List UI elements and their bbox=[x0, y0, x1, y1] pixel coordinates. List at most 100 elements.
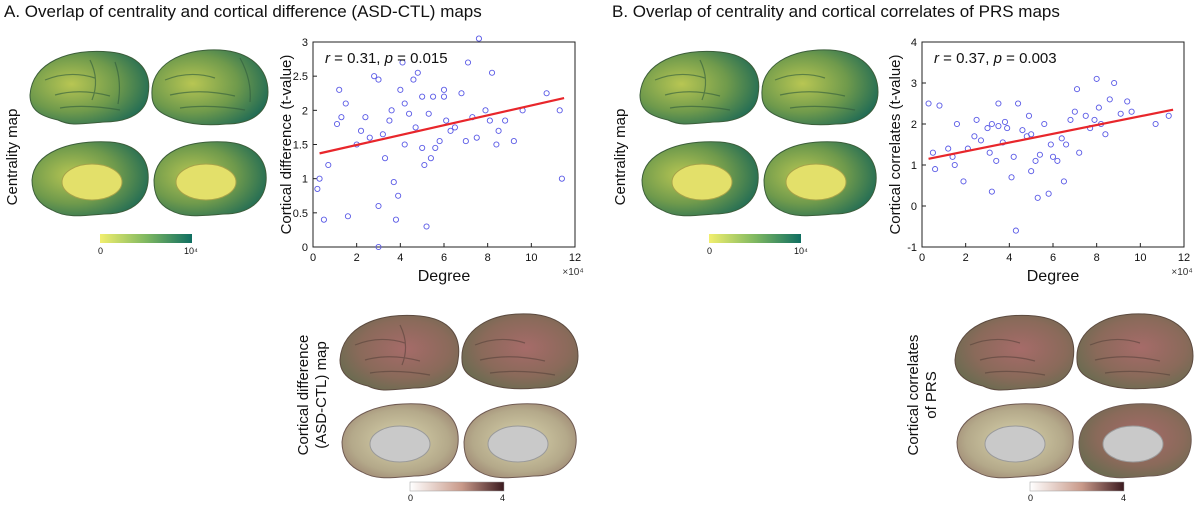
data-point bbox=[425, 110, 432, 117]
data-point bbox=[1111, 79, 1118, 87]
panel-b-cortical-cbar-max: 4 bbox=[1121, 493, 1127, 503]
y-tick-label: 3 bbox=[302, 37, 308, 49]
data-point bbox=[929, 149, 936, 156]
data-point bbox=[342, 100, 349, 107]
data-point bbox=[951, 161, 958, 169]
data-point bbox=[1165, 112, 1172, 119]
data-point bbox=[440, 86, 448, 93]
plot-frame bbox=[312, 41, 576, 248]
data-point bbox=[436, 138, 443, 145]
data-point bbox=[412, 124, 419, 131]
data-point bbox=[1001, 118, 1009, 125]
x-tick-label: 2 bbox=[354, 252, 360, 264]
brain-lateral-right bbox=[1076, 313, 1194, 390]
y-axis-label: Cortical difference (t-value) bbox=[278, 55, 295, 235]
y-axis-label: Cortical correlates (t-value) bbox=[887, 54, 904, 234]
data-point bbox=[1106, 96, 1113, 103]
data-point bbox=[1091, 116, 1098, 123]
data-point bbox=[558, 175, 565, 182]
x-tick-label: 10 bbox=[525, 252, 537, 264]
data-point bbox=[464, 59, 472, 66]
data-point bbox=[953, 120, 960, 128]
panel-a-cortical-colorbar bbox=[409, 481, 505, 492]
data-point bbox=[1128, 108, 1135, 115]
data-point bbox=[1067, 116, 1074, 123]
data-point bbox=[366, 134, 373, 141]
data-point bbox=[945, 145, 952, 152]
data-point bbox=[427, 155, 434, 162]
data-point bbox=[995, 100, 1002, 107]
brain-lateral-left bbox=[954, 314, 1075, 391]
panel-a-centrality-colorbar bbox=[100, 234, 192, 243]
data-point bbox=[458, 90, 465, 97]
panel-b-centrality-cbar-max: 10⁴ bbox=[794, 246, 808, 256]
x-tick-label: 4 bbox=[397, 252, 403, 264]
data-point bbox=[419, 144, 426, 151]
data-point bbox=[399, 59, 406, 66]
brain-lateral-left bbox=[339, 314, 460, 391]
panel-b-title: B. Overlap of centrality and cortical co… bbox=[612, 2, 1060, 21]
y-tick-label: 1.5 bbox=[293, 140, 308, 152]
x-tick-label: 6 bbox=[441, 252, 447, 264]
data-point bbox=[482, 107, 489, 114]
data-point bbox=[388, 107, 395, 114]
data-point bbox=[1045, 190, 1052, 197]
x-tick-label: 2 bbox=[963, 252, 969, 264]
correlation-annotation: r = 0.31, p = 0.015 bbox=[325, 50, 448, 67]
data-point bbox=[971, 133, 978, 140]
y-tick-label: 2 bbox=[302, 105, 308, 117]
data-point bbox=[988, 188, 995, 195]
x-multiplier-label: ×10⁴ bbox=[1171, 267, 1192, 278]
brain-lateral-left bbox=[639, 50, 760, 125]
brain-lateral-right bbox=[461, 313, 579, 390]
panel-b-centrality-colorbar bbox=[709, 234, 801, 243]
data-point bbox=[1028, 131, 1035, 138]
data-point bbox=[344, 213, 351, 220]
brain-lateral-right bbox=[761, 49, 879, 126]
panel-a-centrality-brains bbox=[29, 49, 269, 243]
y-tick-label: 0 bbox=[911, 201, 917, 213]
data-point bbox=[1008, 174, 1015, 181]
panel-a-cortical-cbar-min: 0 bbox=[408, 493, 414, 503]
data-point bbox=[316, 175, 323, 182]
x-tick-label: 8 bbox=[485, 252, 491, 264]
data-point bbox=[984, 125, 991, 132]
data-point bbox=[333, 120, 341, 128]
brain-medial-right bbox=[763, 141, 877, 217]
brain-lateral-left bbox=[29, 50, 150, 125]
data-point bbox=[1036, 151, 1043, 158]
data-point bbox=[995, 123, 1002, 130]
fit-line bbox=[319, 96, 565, 155]
panel-b-centrality-brains bbox=[639, 49, 879, 243]
scatter-plot-a: 0 2 4 6 8 10 12 0 0.5 1 1.5 2 2.5 3 Degree Cortical dif… bbox=[278, 35, 584, 285]
data-point bbox=[1076, 149, 1083, 156]
data-point bbox=[1028, 168, 1035, 175]
data-point bbox=[1012, 227, 1019, 234]
data-point bbox=[486, 117, 493, 124]
data-point bbox=[443, 117, 450, 124]
panel-a-cortical-cbar-max: 4 bbox=[500, 493, 506, 503]
x-tick-label: 4 bbox=[1006, 252, 1012, 264]
data-point bbox=[1102, 131, 1109, 138]
data-point bbox=[1093, 75, 1100, 82]
data-point bbox=[392, 216, 400, 223]
data-point bbox=[1004, 125, 1011, 132]
data-point bbox=[336, 86, 343, 93]
data-point bbox=[1124, 98, 1131, 105]
data-point bbox=[1032, 157, 1039, 164]
y-tick-label: 0.5 bbox=[293, 208, 308, 220]
data-point bbox=[1073, 86, 1081, 93]
data-point bbox=[320, 216, 327, 223]
data-point bbox=[401, 100, 408, 107]
data-point bbox=[440, 93, 448, 100]
x-tick-label: 0 bbox=[310, 252, 316, 264]
x-multiplier-label: ×10⁴ bbox=[562, 267, 583, 278]
x-tick-label: 12 bbox=[1178, 252, 1190, 264]
data-point bbox=[488, 69, 496, 76]
data-point bbox=[473, 134, 480, 141]
data-point bbox=[1015, 100, 1022, 107]
brain-lateral-right bbox=[151, 49, 269, 126]
data-point bbox=[556, 107, 563, 114]
data-point bbox=[314, 185, 321, 192]
